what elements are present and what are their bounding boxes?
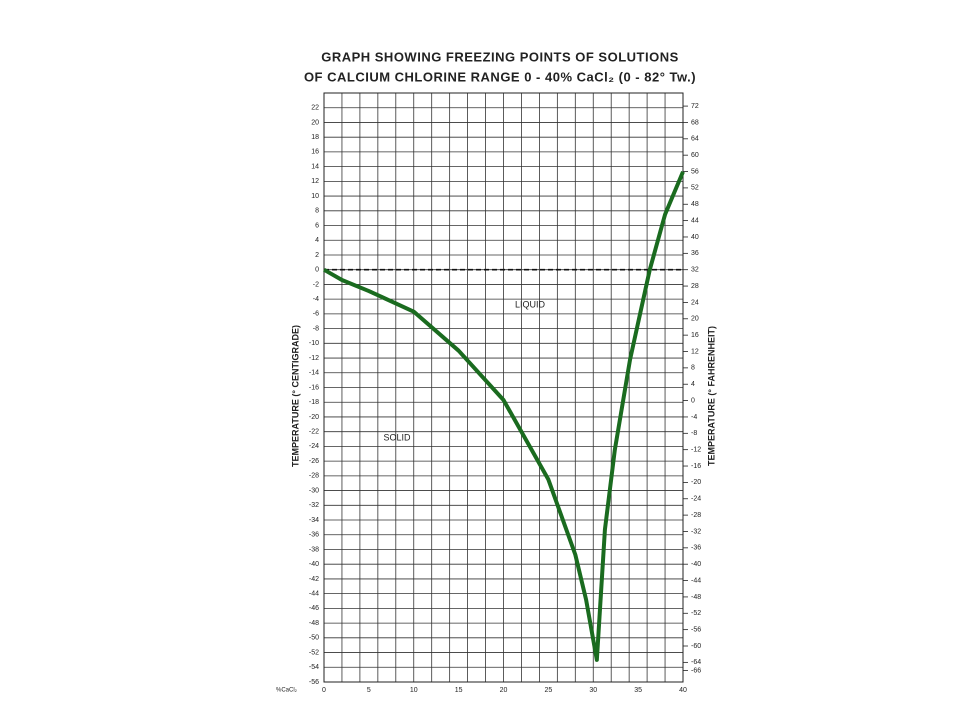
y-tick-label: 14 [311, 163, 319, 170]
y2-axis-label: TEMPERATURE (° FAHRENHEIT) [706, 326, 716, 466]
y2-tick-label: -32 [691, 528, 701, 535]
y-tick-label: -48 [309, 620, 319, 627]
y-tick-label: -24 [309, 443, 319, 450]
plot-frame [323, 92, 684, 683]
y-tick-label: -42 [309, 576, 319, 583]
y2-tick-label: 24 [691, 299, 699, 306]
y2-tick-label: -40 [691, 561, 701, 568]
y-tick-label: -20 [309, 414, 319, 421]
y-tick-label: -40 [309, 561, 319, 568]
y-tick-label: -54 [309, 664, 319, 671]
y2-tick-label: 72 [691, 103, 699, 110]
y2-tick-label: 44 [691, 217, 699, 224]
x-tick-label: 40 [679, 687, 687, 694]
y2-tick-label: 68 [691, 119, 699, 126]
x-tick-label: 35 [634, 687, 642, 694]
y-tick-label: -30 [309, 487, 319, 494]
y-tick-label: -10 [309, 340, 319, 347]
y-tick-label: -14 [309, 370, 319, 377]
y2-tick-label: -64 [691, 659, 701, 666]
x-tick-label: 15 [455, 687, 463, 694]
y2-tick-label: -16 [691, 463, 701, 470]
y2-tick-label: -44 [691, 577, 701, 584]
y2-tick-label: 32 [691, 267, 699, 274]
y-tick-label: 8 [315, 208, 319, 215]
y2-tick-label: -28 [691, 512, 701, 519]
y-tick-label: -8 [313, 325, 319, 332]
y2-tick-label: -52 [691, 610, 701, 617]
x-tick-label: 5 [367, 687, 371, 694]
y-tick-label: -36 [309, 532, 319, 539]
y-tick-label: -34 [309, 517, 319, 524]
y-tick-label: 22 [311, 105, 319, 112]
y-tick-label: -28 [309, 473, 319, 480]
x-tick-label: 25 [544, 687, 552, 694]
y-tick-label: 4 [315, 237, 319, 244]
y2-tick-label: -66 [691, 667, 701, 674]
x-axis-label: %CaCl₂ [276, 688, 298, 694]
y2-tick-label: 56 [691, 168, 699, 175]
annotation: LIQUID [515, 299, 546, 309]
y-tick-label: -16 [309, 384, 319, 391]
y2-tick-label: -56 [691, 626, 701, 633]
y2-tick-label: 40 [691, 234, 699, 241]
y-tick-label: 12 [311, 178, 319, 185]
y-tick-label: -2 [313, 281, 319, 288]
y-tick-label: 10 [311, 193, 319, 200]
annotation: SOLID [383, 432, 411, 442]
y-tick-label: -56 [309, 679, 319, 686]
y-tick-label: -6 [313, 311, 319, 318]
y2-tick-label: -20 [691, 479, 701, 486]
y2-tick-label: 64 [691, 136, 699, 143]
y-tick-label: 18 [311, 134, 319, 141]
y-tick-label: -50 [309, 635, 319, 642]
y-tick-label: 20 [311, 119, 319, 126]
y2-tick-label: -4 [691, 414, 697, 421]
y2-tick-label: 4 [691, 381, 695, 388]
y-tick-label: 0 [315, 267, 319, 274]
y2-tick-label: 60 [691, 152, 699, 159]
y-tick-label: 2 [315, 252, 319, 259]
y2-tick-label: 52 [691, 185, 699, 192]
x-tick-label: 20 [500, 687, 508, 694]
y-tick-label: -12 [309, 355, 319, 362]
y2-tick-label: 20 [691, 316, 699, 323]
chart-title: OF CALCIUM CHLORINE RANGE 0 - 40% CaCl₂ … [304, 69, 696, 84]
y2-tick-label: 28 [691, 283, 699, 290]
y-tick-label: -46 [309, 605, 319, 612]
y2-tick-label: -24 [691, 496, 701, 503]
y-tick-label: 16 [311, 149, 319, 156]
y-tick-label: -4 [313, 296, 319, 303]
y2-tick-label: -36 [691, 545, 701, 552]
y2-tick-label: -8 [691, 430, 697, 437]
x-tick-label: 10 [410, 687, 418, 694]
y-tick-label: -32 [309, 502, 319, 509]
chart-title: GRAPH SHOWING FREEZING POINTS OF SOLUTIO… [321, 49, 679, 64]
y2-tick-label: 16 [691, 332, 699, 339]
y-tick-label: -44 [309, 590, 319, 597]
y-tick-label: -52 [309, 649, 319, 656]
y-tick-label: -18 [309, 399, 319, 406]
y2-tick-label: -48 [691, 594, 701, 601]
y2-tick-label: 0 [691, 397, 695, 404]
y2-tick-label: 36 [691, 250, 699, 257]
y2-tick-label: 8 [691, 365, 695, 372]
y-tick-label: -22 [309, 429, 319, 436]
y-tick-label: 6 [315, 222, 319, 229]
y2-tick-label: -12 [691, 447, 701, 454]
y2-tick-label: -60 [691, 643, 701, 650]
x-tick-label: 0 [322, 687, 326, 694]
x-tick-label: 30 [589, 687, 597, 694]
y-axis-label: TEMPERATURE (° CENTIGRADE) [290, 325, 300, 467]
freezing-curve [323, 171, 685, 662]
y2-tick-label: 12 [691, 348, 699, 355]
y2-tick-label: 48 [691, 201, 699, 208]
y-tick-label: -26 [309, 458, 319, 465]
y-tick-label: -38 [309, 546, 319, 553]
